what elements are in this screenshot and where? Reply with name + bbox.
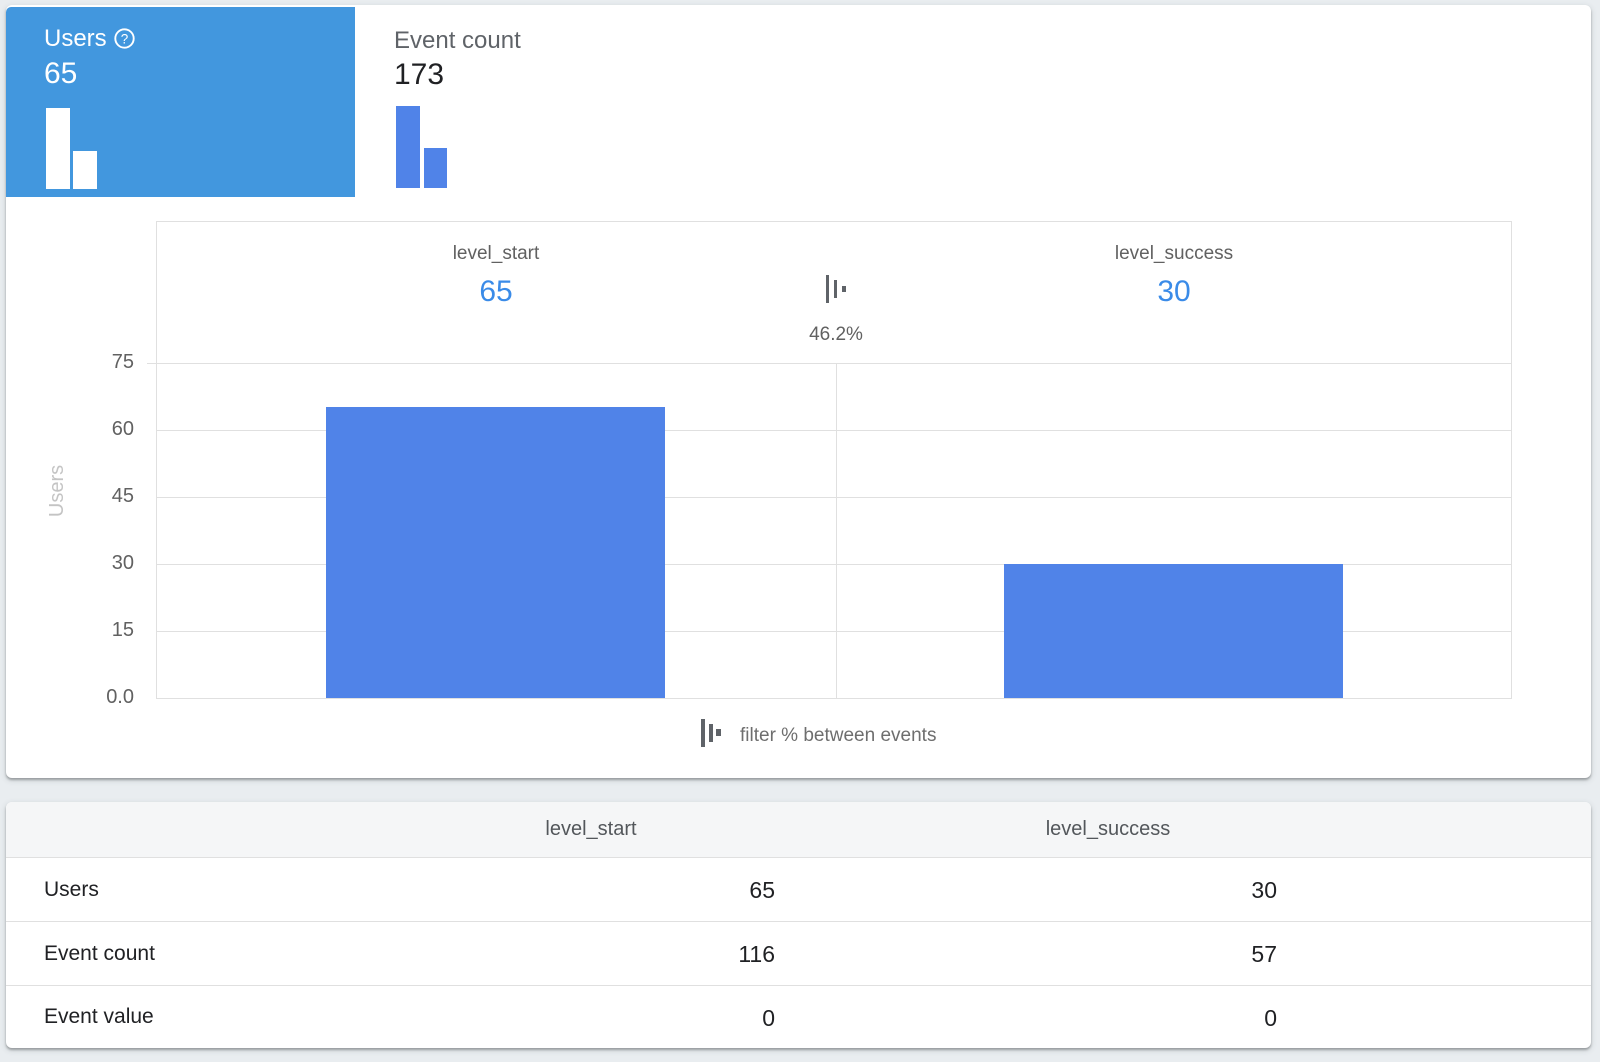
svg-text:?: ? <box>121 31 129 46</box>
